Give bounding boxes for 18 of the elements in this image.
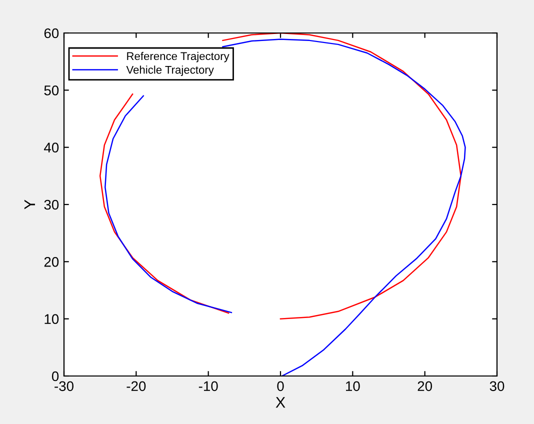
- x-tick-label: 20: [418, 381, 432, 392]
- legend-label: Reference Trajectory: [127, 52, 230, 62]
- y-axis-title: Y: [24, 200, 35, 210]
- y-tick-label: 0: [52, 371, 59, 382]
- x-tick-label: 0: [277, 381, 284, 392]
- legend-label: Vehicle Trajectory: [126, 66, 214, 76]
- x-tick-label: 10: [346, 381, 360, 392]
- x-tick-label: 30: [490, 381, 504, 392]
- y-tick-label: 60: [44, 28, 59, 38]
- x-tick-label: -10: [198, 381, 218, 392]
- y-tick-label: 40: [44, 142, 59, 153]
- y-tick-label: 30: [44, 200, 59, 210]
- y-tick-label: 50: [44, 86, 59, 96]
- y-tick-label: 20: [44, 257, 59, 267]
- x-axis-title: X: [276, 397, 286, 408]
- y-tick-label: 10: [44, 314, 59, 324]
- x-tick-label: -20: [126, 381, 146, 392]
- x-tick-label: -30: [54, 381, 74, 392]
